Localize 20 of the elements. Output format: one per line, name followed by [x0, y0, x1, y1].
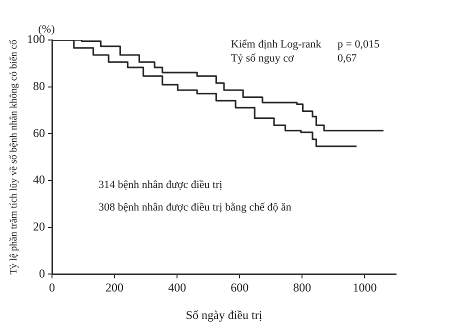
- y-tick-label: 0: [39, 266, 45, 280]
- x-axis-title: Số ngày điều trị: [186, 308, 263, 322]
- annotation: Kiểm định Log-rank: [230, 38, 322, 51]
- annotation: 0,67: [338, 52, 358, 65]
- y-tick-label: 80: [33, 78, 45, 93]
- x-tick-label: 200: [106, 280, 124, 295]
- annotation: p = 0,015: [338, 38, 380, 51]
- annotation: Tỷ số nguy cơ: [230, 52, 294, 65]
- y-tick-label: 60: [33, 126, 45, 140]
- text: (%): [38, 23, 56, 36]
- x-tick-label: 800: [293, 280, 312, 295]
- x-tick-label: 0: [49, 280, 55, 295]
- annotation: 314 bệnh nhân được điều trị: [98, 179, 222, 192]
- x-tick-label: 600: [230, 280, 249, 295]
- y-tick-label: 20: [33, 220, 45, 234]
- y-tick-label: 40: [33, 172, 45, 187]
- y-axis-title: Tỷ lệ phần trăm tích lũy về số bệnh nhân không có biến cố: [8, 40, 20, 274]
- annotation: 308 bệnh nhân được điều trị bằng chế độ ăn: [98, 201, 292, 214]
- x-tick-label: 1000: [352, 280, 377, 295]
- x-tick-label: 400: [168, 280, 186, 295]
